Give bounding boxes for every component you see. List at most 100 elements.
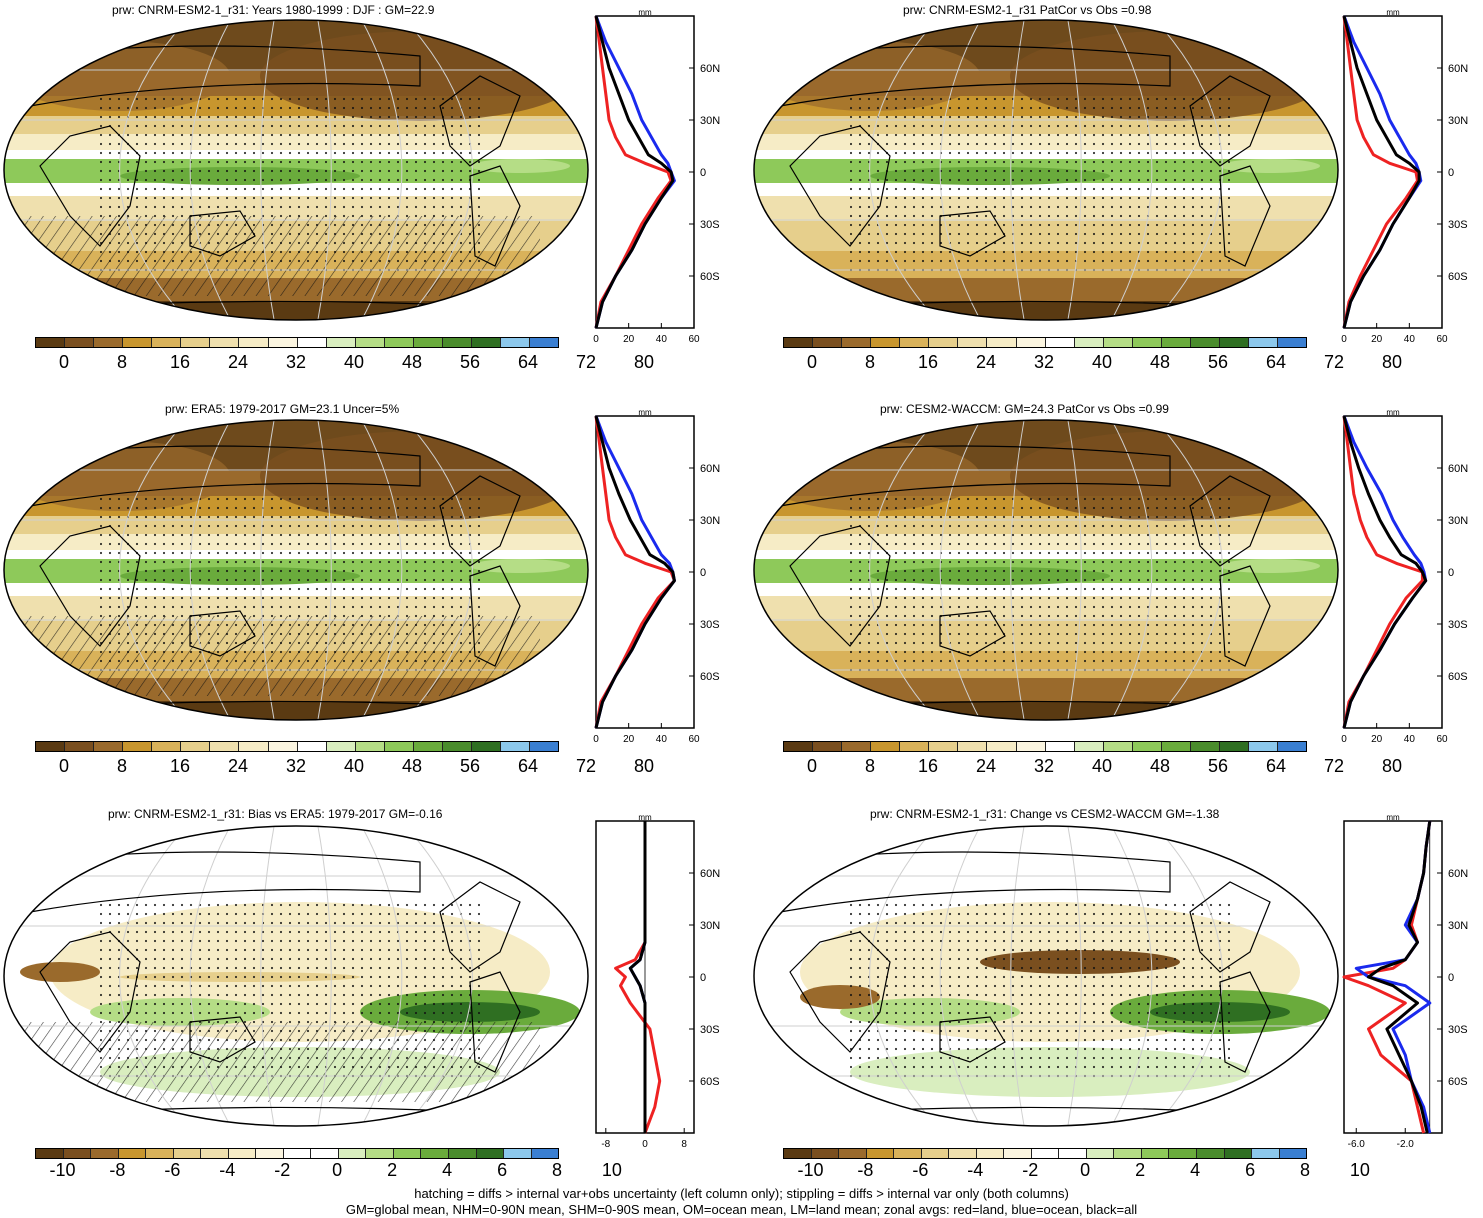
colorbar-swatch: [1016, 742, 1046, 751]
zonal-unit-label: mm: [638, 408, 652, 417]
zonal-frame: [595, 15, 695, 329]
x-tick-label: 40: [656, 734, 668, 745]
x-tick-label: -8: [601, 1139, 610, 1150]
x-tick-label: 60: [1436, 734, 1448, 745]
colorbar-tick-label: 64: [517, 756, 539, 776]
zonal-plot-5: mm 60N 30N 0 30S 60S -8 0 8: [595, 813, 720, 1150]
colorbar-4: [783, 741, 1307, 752]
colorbar-swatch: [297, 742, 327, 751]
colorbar-tick-label: 8: [116, 352, 128, 372]
zonal-line-all: [1342, 15, 1421, 329]
colorbar-5: [35, 1148, 559, 1159]
colorbar-tick-label: 0: [806, 352, 818, 372]
colorbar-swatch: [1114, 1149, 1142, 1158]
colorbar-swatch: [1190, 338, 1220, 347]
zonal-frame: [1343, 820, 1443, 1134]
lat-tick-label: 0: [1448, 567, 1454, 579]
lat-tick-label: 60N: [700, 63, 720, 75]
colorbar-tick-label: 80: [633, 756, 655, 776]
colorbar-tick-label: 32: [1033, 352, 1055, 372]
colorbar-tick-label: 24: [227, 756, 249, 776]
zonal-line-all: [1367, 820, 1432, 1134]
x-tick-label: 20: [623, 334, 635, 345]
colorbar-swatch: [442, 742, 472, 751]
colorbar-tick-label: 48: [1149, 756, 1171, 776]
x-tick-label: 0: [1341, 334, 1347, 345]
panel-title-6: prw: CNRM-ESM2-1_r31: Change vs CESM2-WA…: [870, 807, 1220, 821]
colorbar-swatch: [393, 1149, 422, 1158]
colorbar-tick-label: 48: [401, 352, 423, 372]
colorbar-swatch: [921, 1149, 950, 1158]
colorbar-swatch: [181, 338, 211, 347]
colorbar-swatch: [1219, 742, 1249, 751]
colorbar-swatch: [813, 742, 843, 751]
colorbar-swatch: [146, 1149, 174, 1158]
lat-tick-label: 0: [700, 567, 706, 579]
colorbar-tick-label: 56: [459, 352, 481, 372]
lat-tick-label: 60N: [1448, 868, 1468, 880]
colorbar-tick-label: 10: [601, 1160, 622, 1180]
colorbar-tick-label: 24: [975, 756, 997, 776]
colorbar-tick-label: -2: [274, 1160, 291, 1180]
colorbar-tick-label: 80: [633, 352, 655, 372]
colorbar-2: [783, 337, 1307, 348]
colorbar-swatch: [1249, 338, 1279, 347]
colorbar-swatch: [123, 338, 153, 347]
colorbar-swatch: [900, 742, 930, 751]
map-panel-2: [753, 19, 1339, 321]
colorbar-swatch: [811, 1149, 840, 1158]
colorbar-swatch: [228, 1149, 257, 1158]
colorbar-swatch: [1196, 1149, 1225, 1158]
zonal-plot-4: mm 60N 30N 0 30S 60S 0 20 40 60: [1341, 408, 1468, 745]
colorbar-swatch: [413, 338, 443, 347]
colorbar-swatch: [871, 742, 901, 751]
colorbar-swatch: [152, 338, 182, 347]
colorbar-swatch: [256, 1149, 284, 1158]
x-tick-label: 20: [1371, 734, 1383, 745]
map-panel-4: [753, 419, 1339, 721]
lat-tick-label: 60N: [1448, 463, 1468, 475]
colorbar-swatch: [384, 338, 414, 347]
colorbar-swatch: [531, 1149, 559, 1158]
colorbar-tick-label: 40: [343, 756, 365, 776]
footer-note-2: GM=global mean, NHM=0-90N mean, SHM=0-90…: [345, 1202, 1138, 1217]
colorbar-swatch: [949, 1149, 977, 1158]
zonal-line-land: [614, 821, 662, 1134]
colorbar-swatch: [355, 338, 385, 347]
colorbar-tick-label: -4: [967, 1160, 984, 1180]
x-tick-label: 20: [1371, 334, 1383, 345]
colorbar-swatch: [1045, 338, 1075, 347]
colorbar-swatch: [1132, 338, 1162, 347]
zonal-plot-1: mm 60N 30N 0 30S 60S 0 20 40 60: [593, 8, 720, 345]
colorbar-swatch: [152, 742, 182, 751]
lat-tick-label: 30N: [1448, 920, 1468, 932]
footer-note-1: hatching = diffs > internal var+obs unce…: [414, 1186, 1069, 1201]
colorbar-swatch: [1279, 1149, 1307, 1158]
map-panel-6: [753, 825, 1339, 1127]
colorbar-swatch: [784, 1149, 812, 1158]
panel-title-3: prw: ERA5: 1979-2017 GM=23.1 Uncer=5%: [165, 402, 400, 416]
colorbar-tick-label: 48: [1149, 352, 1171, 372]
lat-tick-label: 60N: [700, 868, 720, 880]
zonal-unit-label: mm: [638, 8, 652, 17]
colorbar-swatch: [976, 1149, 1005, 1158]
colorbar-swatch: [442, 338, 472, 347]
colorbar-swatch: [36, 338, 66, 347]
colorbar-tick-label: 56: [1207, 352, 1229, 372]
colorbar-swatch: [413, 742, 443, 751]
x-tick-label: 20: [623, 734, 635, 745]
colorbar-tick-label: 2: [387, 1160, 398, 1180]
colorbar-swatch: [36, 1149, 64, 1158]
lat-tick-label: 30S: [700, 619, 720, 631]
colorbar-tick-label: 48: [401, 756, 423, 776]
colorbar-tick-label: 32: [1033, 756, 1055, 776]
lat-tick-label: 30S: [700, 1024, 720, 1036]
colorbar-tick-label: -10: [797, 1160, 824, 1180]
x-tick-label: 60: [688, 734, 700, 745]
colorbar-swatch: [929, 338, 959, 347]
map-panel-5: [3, 825, 589, 1127]
colorbar-swatch: [813, 338, 843, 347]
colorbar-6: [783, 1148, 1307, 1159]
colorbar-tick-label: 8: [1299, 1160, 1311, 1180]
colorbar-tick-label: 16: [917, 756, 939, 776]
